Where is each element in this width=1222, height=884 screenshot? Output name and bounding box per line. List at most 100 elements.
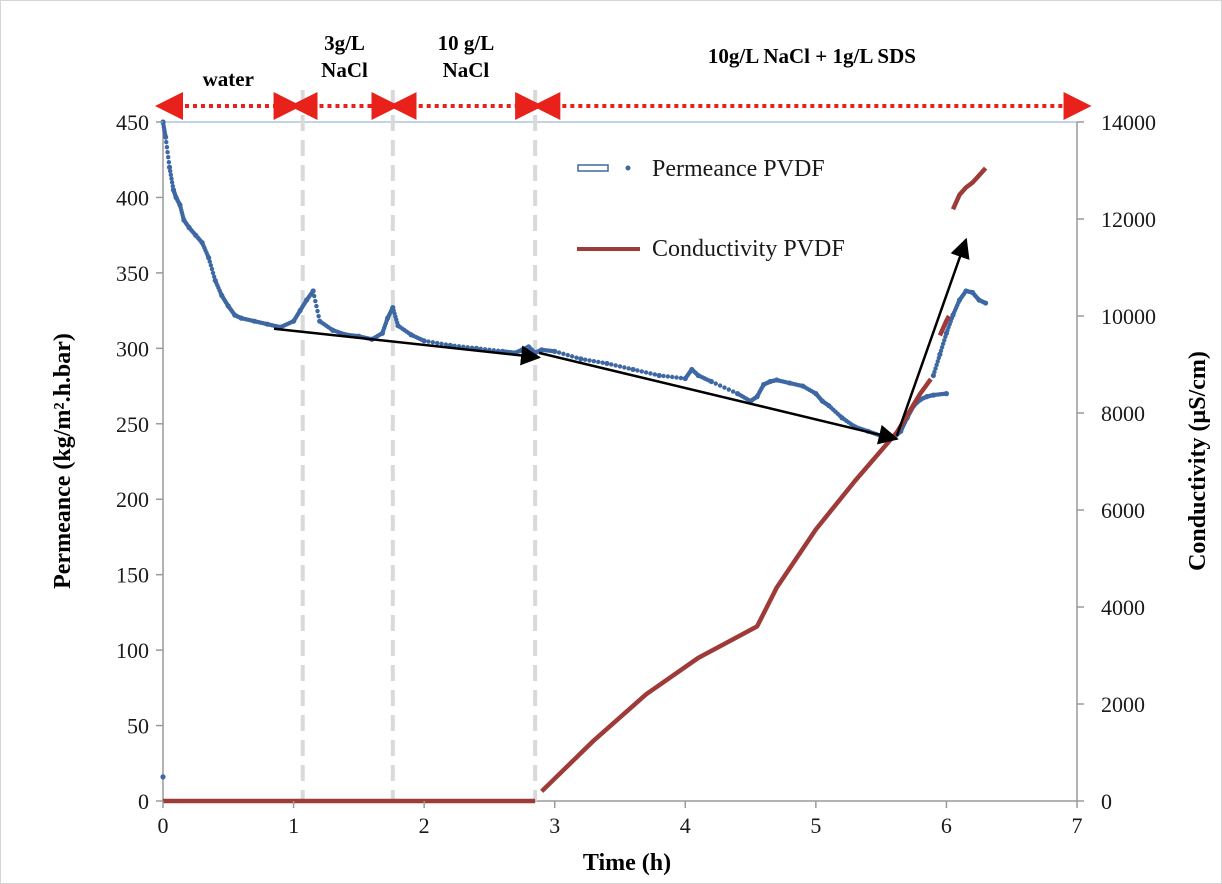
permeance-point <box>312 293 317 299</box>
permeance-point <box>168 172 174 178</box>
phase-label: 10 g/L <box>438 31 495 55</box>
conductivity-line <box>950 166 988 211</box>
permeance-point <box>639 369 644 374</box>
permeance-point <box>316 313 321 319</box>
legend-conductivity-label: Conductivity PVDF <box>652 236 845 262</box>
permeance-point <box>426 339 431 344</box>
permeance-point <box>164 144 170 150</box>
y-left-tick-label: 100 <box>116 638 149 663</box>
permeance-point <box>208 263 214 268</box>
permeance-point <box>209 266 215 272</box>
y-right-tick-label: 10000 <box>1101 304 1156 329</box>
y-left-tick-label: 50 <box>127 714 149 739</box>
phase-label: NaCl <box>321 58 368 82</box>
permeance-point <box>622 365 627 370</box>
permeance-point <box>722 385 727 390</box>
y-right-tick-label: 14000 <box>1101 110 1156 135</box>
permeance-point <box>169 176 174 181</box>
y-right-tick-label: 12000 <box>1101 207 1156 232</box>
y-left-tick-label: 350 <box>116 261 149 286</box>
permeance-point <box>206 255 212 261</box>
x-tick-label: 6 <box>941 813 952 838</box>
permeance-point <box>670 374 675 380</box>
permeance-point <box>652 372 658 377</box>
permeance-point <box>578 356 584 362</box>
permeance-point <box>932 369 937 375</box>
permeance-point <box>935 359 940 364</box>
permeance-point <box>565 352 570 358</box>
phase-label: 10g/L NaCl + 1g/L SDS <box>708 44 916 68</box>
permeance-point <box>164 139 169 145</box>
permeance-point <box>421 338 427 344</box>
permeance-point <box>314 303 319 309</box>
permeance-point <box>930 372 936 379</box>
plot-area <box>162 121 1078 802</box>
y-left-axis-title: Permeance (kg/m².h.bar) <box>50 333 76 589</box>
y-right-tick-label: 0 <box>1101 789 1112 814</box>
permeance-point <box>163 134 169 140</box>
permeance-point <box>596 359 601 365</box>
phase-label: water <box>203 67 254 91</box>
permeance-point <box>591 358 597 364</box>
conductivity-line <box>540 377 933 793</box>
permeance-point <box>166 160 172 165</box>
permeance-point <box>630 366 636 373</box>
permeance-point <box>430 340 436 345</box>
y-right-tick-label: 4000 <box>1101 595 1145 620</box>
permeance-point <box>315 308 320 314</box>
permeance-point <box>160 774 166 780</box>
permeance-point <box>943 391 950 397</box>
permeance-point <box>717 383 723 388</box>
phase-label: 3g/L <box>324 31 365 55</box>
permeance-point <box>983 300 989 306</box>
x-axis-ticks: 0 1 2 3 4 5 6 7 <box>158 801 1083 838</box>
permeance-point <box>730 389 736 394</box>
permeance-point <box>439 341 444 347</box>
legend-permeance-marker-dot <box>625 165 631 171</box>
permeance-point <box>656 372 662 379</box>
y-left-tick-label: 0 <box>138 789 149 814</box>
permeance-point <box>600 360 605 365</box>
y-left-axis-ticks: 0 50 100 150 200 250 300 350 400 450 <box>116 110 163 814</box>
permeance-point <box>211 274 217 279</box>
legend-permeance-marker-box <box>577 164 609 172</box>
permeance-point <box>582 357 588 362</box>
permeance-point <box>552 348 558 354</box>
permeance-point <box>939 345 945 350</box>
permeance-point <box>934 362 939 368</box>
legend: Permeance PVDF Conductivity PVDF <box>577 156 845 262</box>
y-right-tick-label: 2000 <box>1101 692 1145 717</box>
permeance-point <box>661 373 666 379</box>
permeance-point <box>613 363 618 368</box>
permeance-point <box>166 164 173 170</box>
y-left-tick-label: 450 <box>116 110 149 135</box>
permeance-point <box>942 338 947 343</box>
permeance-point <box>210 270 216 276</box>
permeance-point <box>207 259 212 264</box>
permeance-point <box>587 358 592 363</box>
permeance-point <box>166 155 171 160</box>
x-tick-label: 4 <box>680 813 691 838</box>
permeance-point <box>938 348 944 354</box>
permeance-point <box>561 351 566 357</box>
permeance-point <box>574 355 579 360</box>
phase-boundaries <box>300 90 538 801</box>
permeance-point <box>626 366 631 371</box>
permeance-point <box>169 180 175 185</box>
permeance-point <box>569 354 575 359</box>
x-tick-label: 7 <box>1072 813 1083 838</box>
x-tick-label: 2 <box>419 813 430 838</box>
permeance-point <box>313 298 318 304</box>
permeance-point <box>310 288 316 294</box>
permeance-point <box>556 350 562 355</box>
trend-arrow <box>895 237 970 437</box>
phase-arrows: water 3g/L NaCl 10 g/L NaCl 10g/L NaCl + 1g/L… <box>155 31 1092 120</box>
permeance-point <box>674 375 679 380</box>
y-left-tick-label: 150 <box>116 563 149 588</box>
y-right-axis-ticks: 0 2000 4000 6000 8000 10000 12000 14000 <box>1077 110 1156 814</box>
permeance-point <box>435 340 440 346</box>
y-left-tick-label: 400 <box>116 185 149 210</box>
permeance-point <box>933 366 938 371</box>
x-tick-label: 3 <box>549 813 560 838</box>
y-left-tick-label: 200 <box>116 487 149 512</box>
